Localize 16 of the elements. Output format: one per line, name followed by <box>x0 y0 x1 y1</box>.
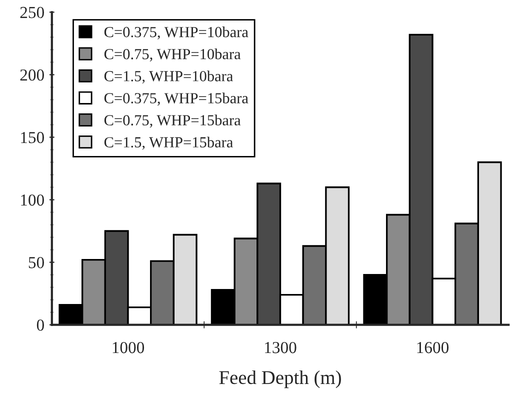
x-tick-label: 1600 <box>417 342 449 354</box>
y-tick-label: 250 <box>20 6 44 18</box>
legend-label: C=1.5, WHP=10bara <box>104 70 233 84</box>
legend-label: C=0.75, WHP=15bara <box>104 114 241 128</box>
y-tick-label: 150 <box>21 132 44 144</box>
legend-label: C=1.5, WHP=15bara <box>104 136 233 150</box>
legend-label: C=0.75, WHP=10bara <box>104 48 241 62</box>
y-tick-label: 200 <box>20 69 44 81</box>
x-tick-label: 1300 <box>265 342 296 354</box>
legend-label: C=0.375, WHP=15bara <box>104 92 248 106</box>
y-tick-label: 50 <box>28 256 44 268</box>
y-tick-label: 100 <box>21 194 44 206</box>
x-axis-title: Feed Depth (m) <box>219 370 341 388</box>
legend-label: C=0.375, WHP=10bara <box>104 26 248 40</box>
x-tick-label: 1000 <box>112 342 144 354</box>
y-tick-label: 0 <box>36 320 44 331</box>
